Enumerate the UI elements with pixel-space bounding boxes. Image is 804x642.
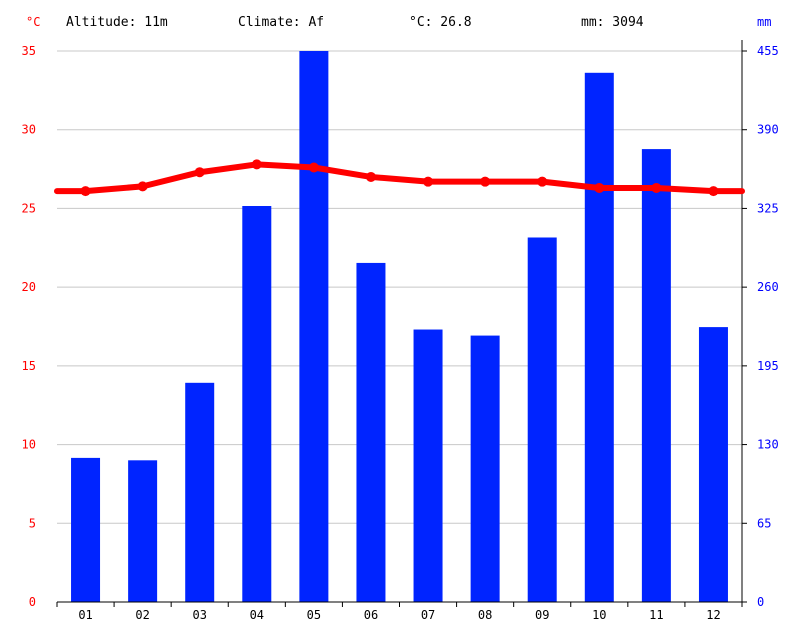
climate-label: Climate: Af (238, 15, 325, 30)
x-tick-label-09: 09 (535, 608, 549, 622)
y-left-tick-label: 5 (29, 516, 36, 530)
x-tick-label-01: 01 (78, 608, 92, 622)
y-right-tick-label: 130 (757, 438, 779, 452)
axes (56, 40, 747, 607)
y-left-tick-label: 35 (22, 44, 36, 58)
temperature-label: °C: 26.8 (409, 15, 472, 30)
x-tick-label-07: 07 (421, 608, 435, 622)
y-right-tick-label: 65 (757, 516, 771, 530)
temperature-series-line (54, 161, 745, 195)
precip-bar-09 (527, 237, 557, 602)
precip-bar-08 (470, 335, 500, 602)
x-tick-label-11: 11 (649, 608, 663, 622)
y-right-tick-label: 0 (757, 595, 764, 609)
precip-bar-02 (128, 460, 158, 602)
temperature-line (54, 159, 745, 197)
y-left-tick-label: 30 (22, 123, 36, 137)
temp-point-02 (137, 181, 148, 192)
x-tick-label-04: 04 (250, 608, 264, 622)
grid-lines (57, 50, 742, 524)
x-tick-label-03: 03 (192, 608, 206, 622)
temp-point-11 (651, 182, 662, 193)
temp-point-03 (194, 167, 205, 178)
x-tick-label-02: 02 (135, 608, 149, 622)
temp-point-01 (80, 186, 91, 197)
altitude-label: Altitude: 11m (66, 15, 168, 30)
temp-point-05 (308, 162, 319, 173)
precipitation-label: mm: 3094 (581, 15, 644, 30)
precip-bar-12 (698, 327, 728, 602)
precip-bar-01 (71, 457, 101, 602)
y-right-tick-label: 390 (757, 123, 779, 137)
y-right-tick-label: 325 (757, 201, 779, 215)
left-axis-unit: °C (26, 15, 41, 29)
temp-point-10 (594, 182, 605, 193)
precip-bar-07 (413, 329, 443, 602)
y-right-tick-label: 260 (757, 280, 779, 294)
x-tick-label-10: 10 (592, 608, 606, 622)
precipitation-bars (71, 51, 728, 603)
precip-bar-06 (356, 262, 386, 602)
y-left-tick-label: 20 (22, 280, 36, 294)
right-axis-unit: mm (757, 15, 772, 29)
temp-point-07 (423, 176, 434, 187)
y-left-tick-label: 10 (22, 438, 36, 452)
precip-bar-11 (641, 149, 671, 603)
temp-point-04 (251, 159, 262, 170)
y-left-tick-label: 15 (22, 359, 36, 373)
precip-bar-10 (584, 72, 614, 603)
x-tick-label-08: 08 (478, 608, 492, 622)
precip-bar-04 (242, 206, 272, 602)
y-right-tick-label: 455 (757, 44, 779, 58)
x-tick-label-05: 05 (307, 608, 321, 622)
temp-point-08 (480, 176, 491, 187)
x-tick-label-06: 06 (364, 608, 378, 622)
precip-bar-03 (185, 382, 215, 602)
precip-bar-05 (299, 51, 329, 602)
y-left-tick-label: 25 (22, 201, 36, 215)
temp-point-09 (537, 176, 548, 187)
y-left-tick-label: 0 (29, 595, 36, 609)
y-right-tick-label: 195 (757, 359, 779, 373)
temp-point-06 (365, 171, 376, 182)
x-tick-label-12: 12 (706, 608, 720, 622)
temp-point-12 (708, 186, 719, 197)
